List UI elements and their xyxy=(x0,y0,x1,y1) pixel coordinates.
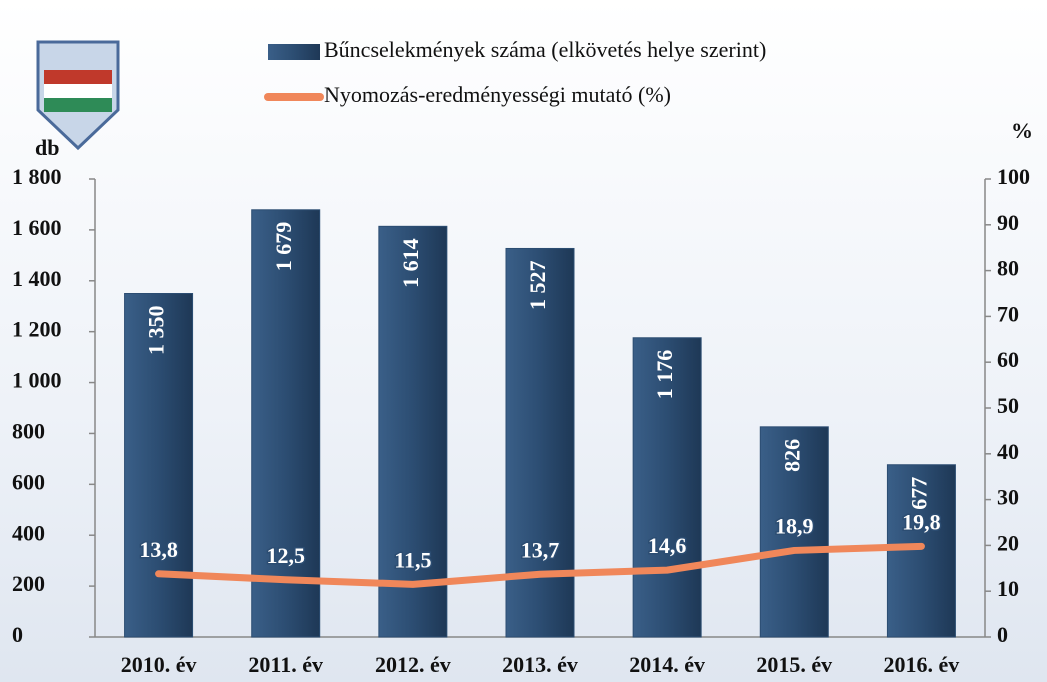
line-value-label: 18,9 xyxy=(775,513,814,538)
y2-tick-label: 50 xyxy=(997,393,1019,418)
y-tick-label: 0 xyxy=(12,622,23,647)
y-tick-label: 600 xyxy=(12,469,45,494)
bar xyxy=(378,225,448,638)
x-tick-label: 2014. év xyxy=(629,652,705,677)
bar xyxy=(886,464,956,638)
legend-swatch xyxy=(268,44,320,60)
x-tick-label: 2015. év xyxy=(756,652,832,677)
line-value-label: 19,8 xyxy=(902,509,941,534)
bar xyxy=(632,337,702,638)
y2-tick-label: 90 xyxy=(997,210,1019,235)
y-tick-label: 1 400 xyxy=(12,266,62,291)
y-tick-label: 200 xyxy=(12,571,45,596)
bar xyxy=(251,209,321,638)
bar-value-label: 677 xyxy=(906,477,931,510)
y2-tick-label: 40 xyxy=(997,439,1019,464)
y-axis-label: db xyxy=(35,135,59,160)
y-tick-label: 1 200 xyxy=(12,317,62,342)
y-tick-label: 800 xyxy=(12,418,45,443)
x-tick-label: 2012. év xyxy=(375,652,451,677)
y2-tick-label: 60 xyxy=(997,347,1019,372)
y2-axis-label: % xyxy=(1011,118,1033,143)
y2-tick-label: 30 xyxy=(997,485,1019,510)
bar-value-label: 1 614 xyxy=(398,238,423,288)
x-tick-label: 2011. év xyxy=(248,652,323,677)
bar xyxy=(759,426,829,638)
bar xyxy=(124,293,194,638)
bar-value-label: 1 527 xyxy=(525,260,550,310)
line-value-label: 13,7 xyxy=(521,537,560,562)
bar-value-label: 1 176 xyxy=(652,350,677,400)
x-tick-label: 2016. év xyxy=(884,652,960,677)
bar-value-label: 1 350 xyxy=(144,306,169,356)
x-tick-label: 2013. év xyxy=(502,652,578,677)
bar-value-label: 826 xyxy=(779,439,804,472)
y2-tick-label: 80 xyxy=(997,256,1019,281)
y-tick-label: 1 000 xyxy=(12,368,62,393)
legend-label: Bűncselekmények száma (elkövetés helye s… xyxy=(324,37,766,62)
y2-tick-label: 10 xyxy=(997,576,1019,601)
line xyxy=(155,542,925,588)
y2-tick-label: 20 xyxy=(997,530,1019,555)
y2-tick-label: 100 xyxy=(997,164,1030,189)
y2-tick-label: 0 xyxy=(997,622,1008,647)
line-value-label: 14,6 xyxy=(648,533,687,558)
line-value-label: 13,8 xyxy=(139,537,178,562)
x-tick-label: 2010. év xyxy=(121,652,197,677)
line-value-label: 11,5 xyxy=(394,547,431,572)
y-tick-label: 1 800 xyxy=(12,164,62,189)
y-tick-label: 400 xyxy=(12,520,45,545)
logo xyxy=(36,40,120,151)
legend-label: Nyomozás-eredményességi mutató (%) xyxy=(324,82,671,107)
bar-value-label: 1 679 xyxy=(271,222,296,272)
line-value-label: 12,5 xyxy=(266,543,305,568)
y-tick-label: 1 600 xyxy=(12,215,62,240)
y2-tick-label: 70 xyxy=(997,301,1019,326)
